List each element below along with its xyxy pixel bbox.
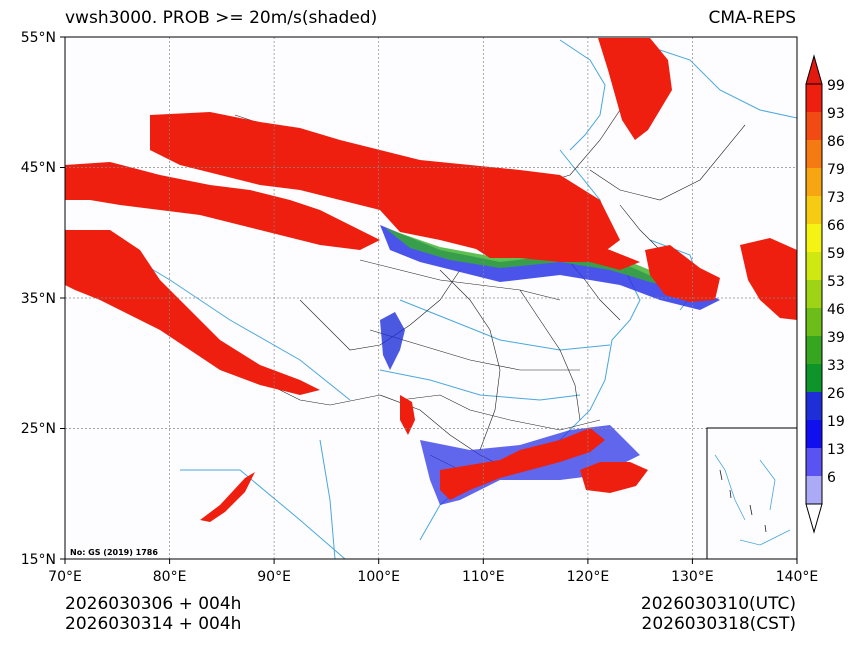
lat-label-15: 15°N xyxy=(21,552,56,568)
lon-label-140: 140°E xyxy=(776,569,819,585)
lon-label-70: 70°E xyxy=(48,569,82,585)
lon-label-90: 90°E xyxy=(257,569,291,585)
map-title: vwsh3000. PROB >= 20m/s(shaded) xyxy=(65,8,378,28)
colorbar-label: 93 xyxy=(827,106,845,122)
south-china-sea-inset xyxy=(706,427,797,559)
lon-label-80: 80°E xyxy=(153,569,187,585)
colorbar-swatch xyxy=(806,280,822,308)
colorbar-swatch xyxy=(806,140,822,168)
lon-label-100: 100°E xyxy=(357,569,400,585)
colorbar-label: 6 xyxy=(827,470,836,486)
colorbar-swatch xyxy=(806,420,822,448)
init-time-cst: 2026030314 + 004h xyxy=(65,614,242,634)
grid-lines xyxy=(65,37,797,559)
lon-label-120: 120°E xyxy=(567,569,610,585)
colorbar-min-arrow xyxy=(805,503,823,534)
colorbar-swatch xyxy=(806,224,822,252)
colorbar-swatch xyxy=(806,336,822,364)
model-name: CMA-REPS xyxy=(708,8,796,28)
valid-time-utc: 2026030310(UTC) xyxy=(640,594,796,614)
colorbar-label: 46 xyxy=(827,302,845,318)
colorbar-label: 53 xyxy=(827,274,845,290)
colorbar-swatch xyxy=(806,476,822,504)
colorbar-swatch xyxy=(806,308,822,336)
colorbar-label: 66 xyxy=(827,218,845,234)
init-time-block: 2026030306 + 004h 2026030314 + 004h xyxy=(65,594,241,634)
lat-label-45: 45°N xyxy=(21,160,56,176)
colorbar-label: 86 xyxy=(827,134,845,150)
colorbar-swatch xyxy=(806,84,822,112)
colorbar-swatch xyxy=(806,448,822,476)
init-time-utc: 2026030306 + 004h xyxy=(65,594,242,614)
lat-label-55: 55°N xyxy=(21,30,56,46)
valid-time-cst: 2026030318(CST) xyxy=(641,614,796,634)
probability-shading xyxy=(65,38,797,522)
lon-label-110: 110°E xyxy=(462,569,505,585)
colorbar-label: 26 xyxy=(827,386,845,402)
lon-label-130: 130°E xyxy=(671,569,714,585)
colorbar-swatch xyxy=(806,392,822,420)
colorbar-label: 39 xyxy=(827,330,845,346)
colorbar-label: 99 xyxy=(827,78,845,94)
colorbar-label: 79 xyxy=(827,162,845,178)
colorbar-max-arrow xyxy=(805,54,823,85)
colorbar-label: 33 xyxy=(827,358,845,374)
lat-label-35: 35°N xyxy=(21,291,56,307)
lat-label-25: 25°N xyxy=(21,421,56,437)
colorbar-swatch xyxy=(806,364,822,392)
colorbar-label: 59 xyxy=(827,246,845,262)
colorbar-label: 13 xyxy=(827,442,845,458)
colorbar-swatch xyxy=(806,252,822,280)
colorbar-swatch xyxy=(806,112,822,140)
colorbar-frame xyxy=(805,83,823,505)
colorbar: 99 93 86 79 73 66 59 53 46 39 33 26 19 13 6 xyxy=(805,54,845,534)
colorbar-label: 19 xyxy=(827,414,845,430)
colorbar-swatch xyxy=(806,196,822,224)
colorbar-label: 73 xyxy=(827,190,845,206)
valid-time-block: 2026030310(UTC) 2026030318(CST) xyxy=(641,594,796,634)
colorbar-swatch xyxy=(806,168,822,196)
map-approval-number: No: GS (2019) 1786 xyxy=(70,548,158,557)
